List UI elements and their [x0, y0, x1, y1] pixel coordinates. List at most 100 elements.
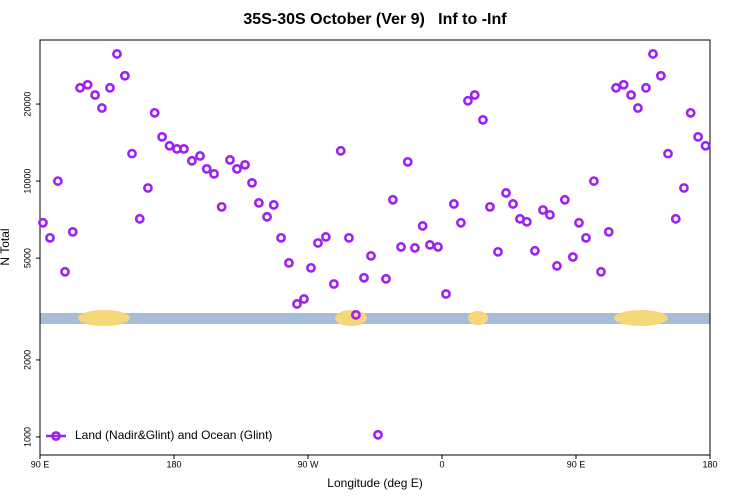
x-tick-label: 90 E — [567, 459, 586, 469]
point — [693, 131, 703, 142]
x-tick-label: 90 E — [31, 459, 50, 469]
point — [633, 103, 643, 113]
legend-marker — [51, 431, 61, 441]
point — [417, 221, 428, 231]
point — [97, 103, 107, 113]
legend-label: Land (Nadir&Glint) and Ocean (Glint) — [75, 428, 272, 442]
point — [588, 176, 599, 186]
point — [195, 151, 205, 161]
point — [82, 79, 93, 90]
point — [469, 90, 480, 100]
point — [216, 201, 227, 212]
point — [410, 243, 420, 253]
point — [611, 82, 621, 93]
point — [67, 227, 78, 237]
point — [559, 194, 570, 205]
point — [493, 246, 503, 257]
point — [90, 90, 100, 100]
point — [247, 177, 257, 188]
point — [381, 273, 391, 284]
point — [201, 163, 212, 174]
point — [618, 79, 629, 90]
y-axis-label: N Total — [0, 228, 12, 265]
point — [52, 176, 63, 186]
point — [143, 183, 153, 193]
point — [679, 183, 689, 193]
point — [545, 209, 555, 220]
x-tick-label: 0 — [439, 459, 444, 469]
point — [232, 163, 242, 174]
point — [685, 107, 696, 118]
point — [670, 213, 681, 224]
point — [425, 240, 435, 250]
point — [396, 242, 406, 252]
point — [538, 205, 548, 215]
point — [105, 82, 115, 93]
point — [530, 245, 540, 256]
point — [655, 70, 666, 81]
point — [521, 216, 532, 227]
point — [387, 194, 398, 205]
point — [402, 156, 413, 167]
point — [501, 188, 511, 198]
chart-title: 35S-30S October (Ver 9) Inf to -Inf — [243, 11, 507, 28]
point — [253, 197, 264, 208]
x-tick-label: 180 — [702, 459, 717, 469]
point — [552, 261, 562, 271]
point — [292, 299, 302, 309]
point — [359, 272, 369, 283]
point — [366, 251, 376, 261]
x-axis-label: Longitude (deg E) — [327, 476, 422, 490]
point — [179, 144, 189, 154]
y-tick-label: 1000 — [22, 427, 32, 447]
x-tick-label: 90 W — [297, 459, 319, 469]
point — [574, 217, 584, 228]
point — [478, 114, 488, 125]
point — [119, 70, 130, 81]
y-tick-label: 10000 — [22, 169, 32, 194]
point — [209, 168, 219, 179]
point — [38, 217, 48, 228]
map-strip — [40, 310, 710, 326]
point — [60, 266, 70, 277]
point — [700, 140, 711, 151]
point — [186, 155, 197, 166]
point — [663, 148, 673, 159]
point — [373, 429, 383, 440]
point — [112, 49, 122, 59]
point — [648, 49, 658, 59]
point — [329, 279, 339, 289]
point — [449, 199, 459, 209]
point — [596, 266, 606, 277]
plot-frame — [39, 39, 711, 456]
point — [463, 95, 473, 106]
y-tick-label: 20000 — [22, 92, 32, 117]
point — [335, 145, 346, 156]
x-tick-label: 180 — [166, 459, 181, 469]
point — [626, 90, 636, 100]
point — [157, 131, 167, 142]
point — [581, 232, 591, 243]
point — [351, 309, 361, 320]
point — [567, 252, 578, 262]
y-tick-label: 2000 — [22, 350, 32, 370]
point — [149, 107, 160, 118]
point — [344, 232, 354, 243]
point — [276, 232, 286, 243]
point — [268, 200, 279, 210]
point — [641, 82, 651, 93]
point — [456, 217, 466, 228]
point — [603, 227, 614, 237]
point — [433, 242, 443, 252]
point — [45, 232, 55, 243]
point — [313, 238, 323, 248]
point — [299, 294, 309, 304]
point — [441, 289, 451, 299]
point — [240, 159, 250, 170]
point — [262, 211, 272, 222]
point — [284, 257, 294, 268]
point — [225, 155, 235, 165]
y-tick-label: 5000 — [22, 248, 32, 268]
point — [75, 82, 85, 93]
